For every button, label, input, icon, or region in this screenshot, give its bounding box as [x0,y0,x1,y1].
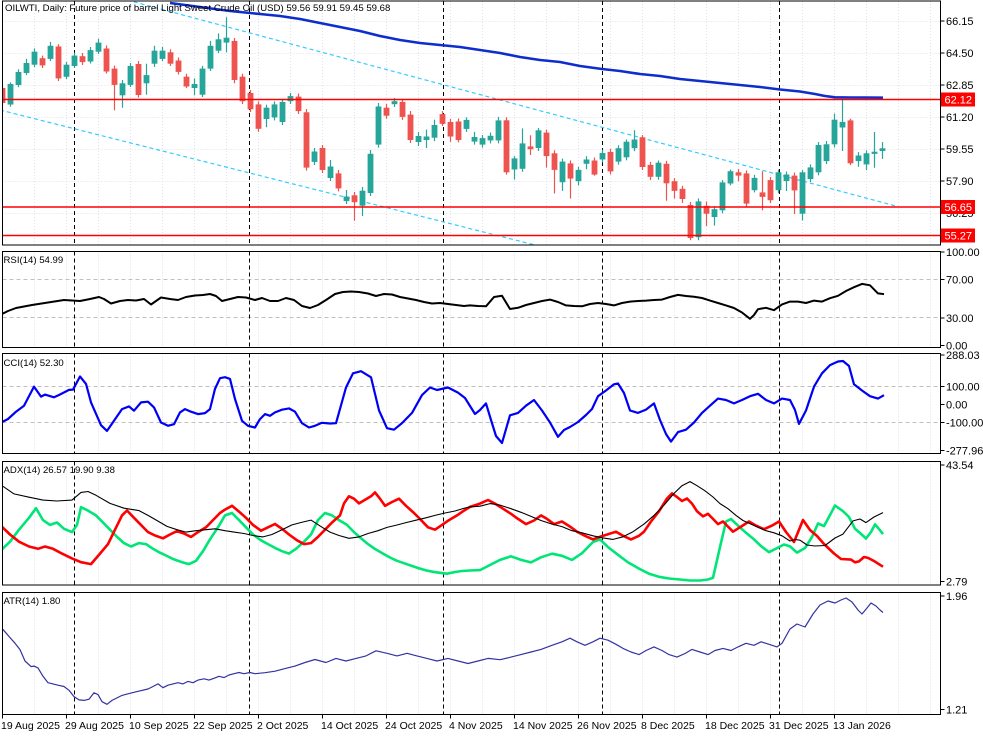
svg-text:CCI(14) 52.30: CCI(14) 52.30 [4,358,64,369]
svg-text:56.65: 56.65 [945,202,973,214]
svg-text:62.12: 62.12 [945,95,973,107]
svg-text:1.96: 1.96 [946,591,967,603]
svg-text:8 Dec 2025: 8 Dec 2025 [641,720,695,732]
svg-text:61.20: 61.20 [946,112,974,124]
svg-text:14 Nov 2025: 14 Nov 2025 [513,720,573,732]
svg-text:OILWTI, Daily: Future price of: OILWTI, Daily: Future price of barrel Li… [5,3,390,14]
svg-text:ATR(14) 1.80: ATR(14) 1.80 [4,596,61,607]
svg-text:13 Jan 2026: 13 Jan 2026 [833,720,891,732]
svg-text:4 Nov 2025: 4 Nov 2025 [449,720,503,732]
svg-text:288.03: 288.03 [946,350,980,362]
svg-text:19 Aug 2025: 19 Aug 2025 [1,720,60,732]
svg-text:55.27: 55.27 [945,231,973,243]
svg-text:24 Oct 2025: 24 Oct 2025 [385,720,442,732]
svg-text:0.00: 0.00 [946,400,967,412]
svg-text:0.00: 0.00 [946,341,967,353]
svg-text:30.00: 30.00 [946,313,974,325]
svg-text:10 Sep 2025: 10 Sep 2025 [129,720,189,732]
svg-text:-277.96: -277.96 [946,446,983,458]
svg-text:26 Nov 2025: 26 Nov 2025 [577,720,637,732]
svg-text:RSI(14) 54.99: RSI(14) 54.99 [4,255,64,266]
svg-text:14 Oct 2025: 14 Oct 2025 [321,720,378,732]
svg-text:ADX(14) 26.57 19.90 9.38: ADX(14) 26.57 19.90 9.38 [4,465,115,476]
svg-text:100.00: 100.00 [946,382,980,394]
svg-text:18 Dec 2025: 18 Dec 2025 [705,720,765,732]
svg-text:62.85: 62.85 [946,80,974,92]
svg-text:29 Aug 2025: 29 Aug 2025 [65,720,124,732]
svg-text:43.54: 43.54 [946,460,974,472]
svg-text:59.55: 59.55 [946,144,974,156]
svg-text:2 Oct 2025: 2 Oct 2025 [257,720,309,732]
svg-text:100.00: 100.00 [946,247,980,259]
svg-text:-100.00: -100.00 [946,418,983,430]
svg-text:66.15: 66.15 [946,16,974,28]
svg-text:1.21: 1.21 [946,705,967,717]
svg-text:31 Dec 2025: 31 Dec 2025 [769,720,829,732]
svg-text:22 Sep 2025: 22 Sep 2025 [193,720,253,732]
svg-text:57.90: 57.90 [946,176,974,188]
svg-text:2.79: 2.79 [946,577,967,589]
svg-text:70.00: 70.00 [946,275,974,287]
svg-text:64.50: 64.50 [946,48,974,60]
